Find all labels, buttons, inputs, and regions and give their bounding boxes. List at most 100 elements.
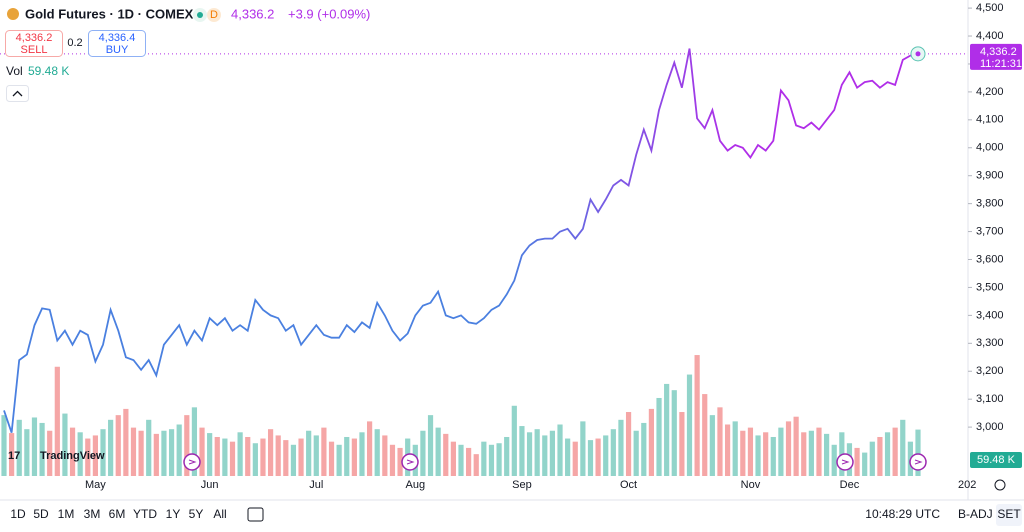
vol-value: 59.48 K [28,64,69,78]
volume-bar [900,419,906,476]
volume-bar [427,415,434,476]
settings-icon[interactable] [994,479,1006,491]
badge-bg [207,8,221,22]
volume-bar [138,430,144,476]
event-marker[interactable] [401,453,419,471]
volume-bar [54,366,60,476]
sell-button[interactable] [5,30,63,57]
volume-bar [862,452,868,476]
range-button[interactable]: All [213,507,226,521]
volume-tag [970,452,1022,468]
range-button[interactable]: 5Y [189,507,204,521]
range-button[interactable]: YTD [133,507,157,521]
header-change: +3.9 (+0.09%) [288,6,370,21]
event-marker[interactable] [183,453,201,471]
range-button[interactable]: 6M [109,507,126,521]
x-tick-label: Sep [512,479,532,491]
y-tick-label: 3,200 [976,365,1004,377]
volume-bar [831,444,837,476]
volume-bar [374,429,380,476]
y-tick-label: 4,200 [976,86,1004,98]
volume-bar [664,383,670,476]
volume-bar [214,436,220,476]
volume-bar [587,440,594,476]
sell-price: 4,336.2 [16,32,53,44]
y-tick-label: 3,800 [976,198,1004,210]
volume-bar [298,438,304,476]
range-button[interactable]: 1M [58,507,75,521]
volume-bar [610,429,616,476]
date-range-icon[interactable] [247,507,264,522]
volume-bar [717,407,723,476]
volume-bar [481,441,487,476]
price-tag-value: 4,336.2 [980,46,1017,58]
volume-bar [443,433,449,476]
volume-bar [100,429,106,476]
event-icon [406,459,415,465]
volume-bar [580,421,586,476]
volume-bar [168,429,175,476]
volume-bar [892,427,898,476]
volume-bar [16,419,22,476]
event-marker[interactable] [909,453,927,471]
x-tick-label: Jun [201,479,219,491]
volume-bar [252,443,258,476]
volume-bar [793,416,799,476]
x-tick-label: Jul [309,479,323,491]
toolbar: 1D 5D 1M 3M 6M YTD 1Y 5Y All [10,507,226,521]
volume-bar [47,430,53,476]
x-tick-label: Aug [406,479,426,491]
buy-label: BUY [106,44,129,56]
volume-bar [466,447,472,476]
volume-bar [702,394,708,476]
y-tick-label: 3,600 [976,253,1004,265]
volume-bar [336,444,342,476]
volume-bar [656,397,662,476]
event-marker[interactable] [836,453,854,471]
clock: 10:48:29 UTC [865,507,940,521]
volume-bar [519,426,525,476]
volume-bar [625,412,632,476]
volume-bar [351,438,357,476]
volume-bar [130,427,137,476]
volume-bar [633,430,639,476]
y-tick-label: 4,400 [976,30,1004,42]
range-button[interactable]: 3M [84,507,101,521]
volume-bar [549,430,555,476]
volume-bar [176,424,182,476]
volume-bar [671,390,677,476]
volume-bar [565,438,571,476]
symbol-icon [7,8,19,20]
volume-bar [603,435,609,476]
collapse-button[interactable] [6,85,29,102]
adj-toggle[interactable]: B-ADJ [958,507,993,521]
volume-bar [207,433,213,476]
range-button[interactable]: 1D [10,507,26,521]
volume-bar [686,374,693,476]
buy-price: 4,336.4 [99,32,136,44]
price-axis-panel [968,0,1024,500]
volume-bar [69,427,76,476]
volume-bar [458,444,464,476]
volume-bar [740,430,746,476]
volume-bar [313,435,319,476]
y-tick-label: 3,300 [976,337,1004,349]
volume-bar [1,415,7,476]
volume-bar [108,419,114,476]
sell-label: SELL [21,44,48,56]
session-toggle[interactable]: SET [997,507,1021,521]
range-button[interactable]: 1Y [166,507,181,521]
volume-bar [229,441,236,476]
y-tick-label: 4,500 [976,2,1004,14]
buy-button[interactable] [88,30,146,57]
event-icon [914,459,923,465]
volume-bar [679,412,685,476]
logo-mark: 17 [8,450,20,462]
volume-bar [504,436,510,476]
range-button[interactable]: 5D [33,507,49,521]
volume-bar [290,444,297,476]
volume-bar [321,427,327,476]
volume-bar [367,421,373,476]
